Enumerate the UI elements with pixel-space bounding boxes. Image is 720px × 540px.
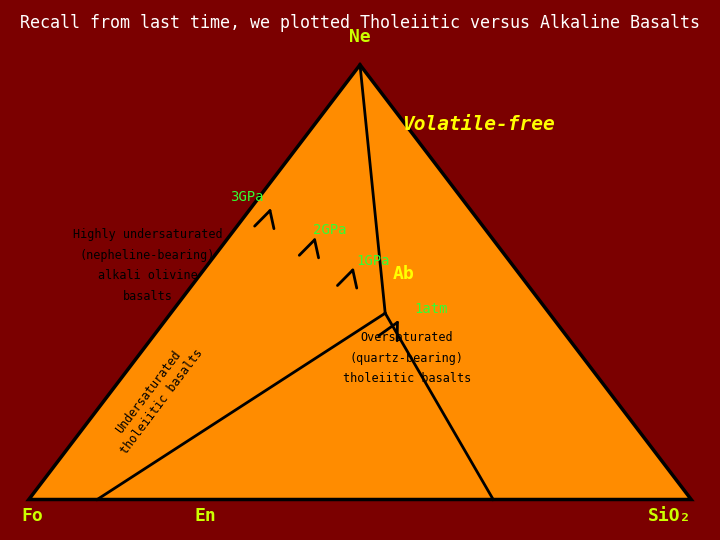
Text: (nepheline-bearing): (nepheline-bearing) (80, 249, 215, 262)
Text: Ab: Ab (392, 265, 414, 284)
Text: Oversaturated: Oversaturated (361, 331, 453, 344)
Text: SiO₂: SiO₂ (648, 507, 691, 525)
Text: 2GPa: 2GPa (313, 222, 347, 237)
Text: tholeiitic basalts: tholeiitic basalts (343, 372, 471, 385)
Text: 1atm: 1atm (414, 302, 448, 316)
Text: (quartz-bearing): (quartz-bearing) (350, 352, 464, 365)
Text: alkali olivine: alkali olivine (98, 269, 197, 282)
Text: En: En (194, 507, 216, 525)
Text: basalts: basalts (122, 290, 173, 303)
Text: Recall from last time, we plotted Tholeiitic versus Alkaline Basalts: Recall from last time, we plotted Tholei… (20, 14, 700, 31)
Text: Undersaturated
tholeiitic basalts: Undersaturated tholeiitic basalts (104, 336, 205, 457)
Text: 1GPa: 1GPa (356, 254, 390, 268)
Text: Highly undersaturated: Highly undersaturated (73, 228, 222, 241)
Text: Fo: Fo (22, 507, 43, 525)
Text: Volatile-free: Volatile-free (402, 114, 555, 134)
Text: 3GPa: 3GPa (230, 190, 264, 204)
Text: Ne: Ne (349, 28, 371, 46)
Polygon shape (29, 65, 691, 500)
